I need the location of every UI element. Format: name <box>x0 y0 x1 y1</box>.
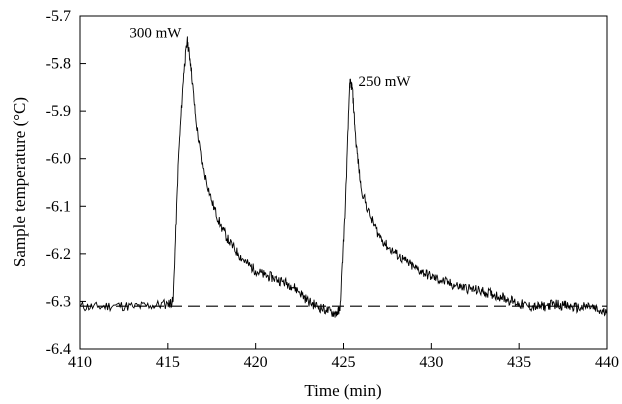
x-tick-label: 415 <box>156 354 180 371</box>
y-tick-label: -5.8 <box>46 56 71 73</box>
x-tick-label: 420 <box>244 354 268 371</box>
x-tick-label: 430 <box>419 354 443 371</box>
x-tick-label: 410 <box>68 354 92 371</box>
annotations: 300 mW 250 mW <box>129 25 411 89</box>
y-tick-label: -6.3 <box>46 293 71 310</box>
x-tick-label: 425 <box>332 354 356 371</box>
temperature-series-line <box>79 36 608 318</box>
x-axis-title: Time (min) <box>304 381 381 400</box>
y-tick-label: -6.2 <box>46 246 71 263</box>
x-tick-label: 435 <box>507 354 531 371</box>
y-axis-title: Sample temperature (°C) <box>10 97 29 267</box>
peak-annotation: 250 mW <box>359 74 412 90</box>
y-axis: -5.7 -5.8 -5.9 -6.0 -6.1 -6.2 -6.3 -6.4 <box>46 8 86 358</box>
y-tick-label: -6.4 <box>46 341 71 358</box>
x-axis: 410 415 420 425 430 435 440 <box>68 343 619 371</box>
y-tick-label: -6.0 <box>46 151 71 168</box>
peak-annotation: 300 mW <box>129 25 182 41</box>
plot-frame <box>79 15 608 350</box>
y-tick-label: -5.9 <box>46 103 71 120</box>
x-tick-label: 440 <box>595 354 619 371</box>
y-tick-label: -6.1 <box>46 198 71 215</box>
y-tick-label: -5.7 <box>46 8 71 25</box>
